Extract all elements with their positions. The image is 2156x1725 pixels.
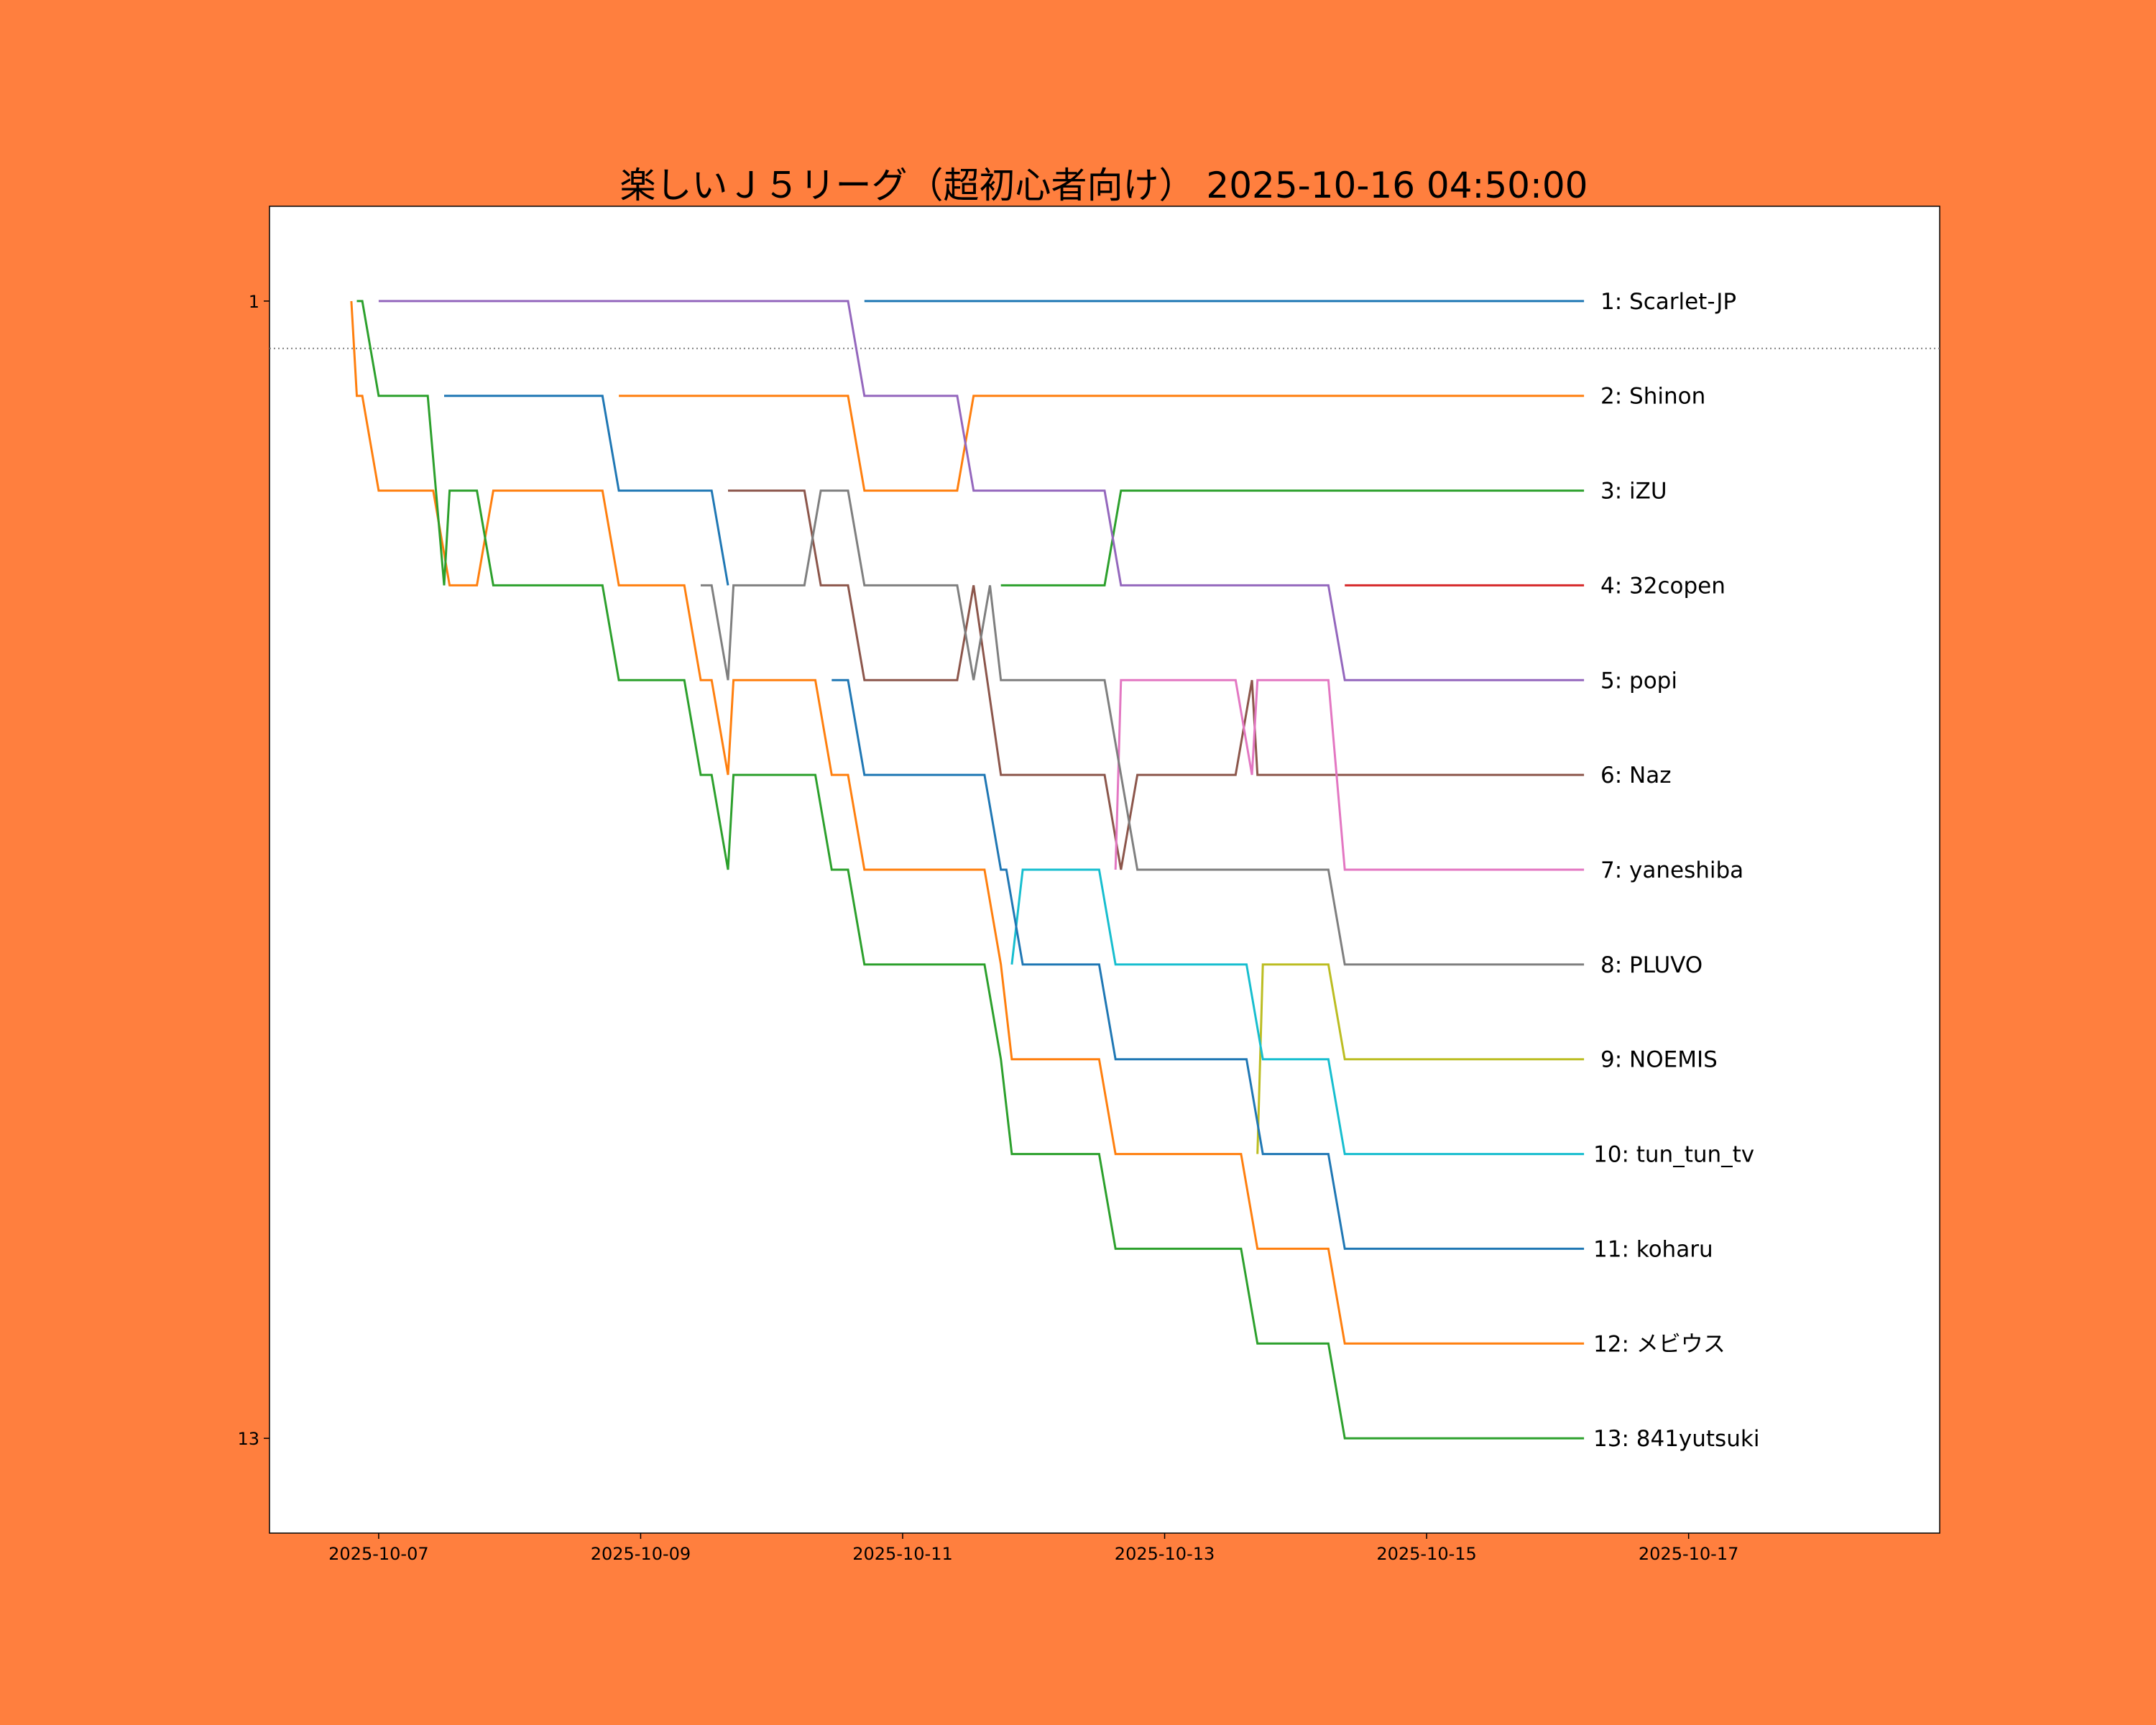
series-line-PLUVO xyxy=(701,489,1585,966)
y-axis: 1 13 xyxy=(237,292,270,1449)
end-label: 8: PLUVO xyxy=(1600,952,1703,978)
series-line-メビウス xyxy=(350,300,1585,1345)
end-label: 5: popi xyxy=(1600,668,1677,694)
x-axis: 2025-10-07 2025-10-09 2025-10-11 2025-10-13… xyxy=(328,1533,1738,1564)
series-line-841yutsuki xyxy=(356,300,1585,1440)
end-label: 6: Naz xyxy=(1600,763,1671,788)
end-label: 10: tun_tun_tv xyxy=(1593,1142,1754,1168)
x-tick-label: 2025-10-13 xyxy=(1115,1544,1215,1564)
end-label: 11: koharu xyxy=(1593,1236,1713,1262)
end-label: 2: Shinon xyxy=(1600,384,1705,410)
chart-title: 楽しいＪ５リーグ（超初心者向け） 2025-10-16 04:50:00 xyxy=(620,165,1588,206)
end-labels: 1: Scarlet-JP 2: Shinon 3: iZU 4: 32copen 5:… xyxy=(1593,289,1759,1452)
x-tick-label: 2025-10-09 xyxy=(591,1544,691,1564)
x-tick-label: 2025-10-17 xyxy=(1639,1544,1738,1564)
end-label: 7: yaneshiba xyxy=(1600,857,1743,883)
plot-area xyxy=(269,206,1940,1534)
series-line-NOEMIS xyxy=(1256,963,1585,1154)
y-tick-label: 13 xyxy=(237,1429,259,1449)
x-tick-label: 2025-10-07 xyxy=(328,1544,428,1564)
y-tick-label: 1 xyxy=(249,292,259,312)
end-label: 9: NOEMIS xyxy=(1600,1047,1718,1073)
x-tick-label: 2025-10-11 xyxy=(852,1544,952,1564)
end-label: 3: iZU xyxy=(1600,479,1667,505)
series-line-yaneshiba xyxy=(1114,678,1585,871)
x-tick-label: 2025-10-15 xyxy=(1376,1544,1476,1564)
series-line-Naz xyxy=(728,489,1585,870)
series-line-Shinon xyxy=(619,395,1585,492)
end-label: 12: メビウス xyxy=(1593,1331,1726,1357)
series-line-popi xyxy=(378,300,1585,681)
series-line-koharu xyxy=(444,395,1585,1250)
end-label: 4: 32copen xyxy=(1600,573,1726,599)
series-lines xyxy=(350,300,1585,1440)
end-label: 1: Scarlet-JP xyxy=(1600,289,1736,315)
series-line-tun_tun_tv xyxy=(1010,868,1585,1156)
end-label: 13: 841yutsuki xyxy=(1593,1426,1759,1452)
